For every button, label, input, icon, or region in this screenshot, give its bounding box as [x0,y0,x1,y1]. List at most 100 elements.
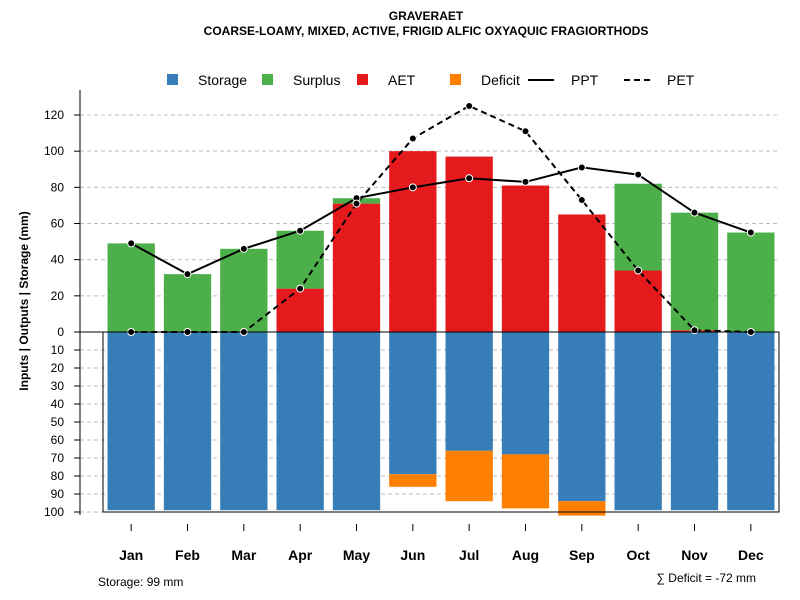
ppt-line [130,166,752,276]
month-label-jun: Jun [400,547,425,563]
surplus-bar-nov [670,212,719,331]
y-tick-label-bottom-50: 50 [51,415,65,429]
chart-subtitle: COARSE-LOAMY, MIXED, ACTIVE, FRIGID ALFI… [204,24,649,38]
y-tick-label-bottom-10: 10 [51,343,65,357]
deficit-bar-jun [389,474,437,487]
ppt-point-feb [183,270,192,279]
storage-bar-aug [501,332,550,455]
month-label-jul: Jul [459,547,479,563]
ppt-point-apr [296,226,305,235]
legend-label-pet: PET [667,72,695,88]
month-label-sep: Sep [569,547,595,563]
pet-point-jul [465,101,474,110]
y-tick-label-top-40: 40 [51,253,65,267]
storage-bar-jun [389,332,437,475]
bars [107,151,775,516]
surplus-bar-apr [276,230,324,289]
surplus-bar-dec [727,232,775,332]
surplus-bar-jan [107,243,155,332]
month-label-jan: Jan [119,547,143,563]
surplus-bar-oct [614,183,662,271]
legend-swatch-aet [357,74,368,85]
storage-bar-oct [614,332,662,511]
month-label-nov: Nov [681,547,708,563]
y-tick-label-bottom-70: 70 [51,451,65,465]
deficit-footnote: ∑ Deficit = -72 mm [656,571,756,585]
y-tick-label-top-0: 0 [57,325,64,339]
y-tick-label-bottom-40: 40 [51,397,65,411]
y-tick-label-top-20: 20 [51,289,65,303]
storage-footnote: Storage: 99 mm [98,575,183,589]
y-tick-label-bottom-90: 90 [51,487,65,501]
aet-bar-aug [501,185,550,332]
month-label-mar: Mar [231,547,256,563]
ppt-point-nov [690,208,699,217]
legend-label-aet: AET [388,72,416,88]
pet-point-nov [690,326,699,335]
month-label-aug: Aug [512,547,539,563]
aet-bar-sep [558,214,606,332]
ppt-point-oct [634,170,643,179]
ppt-point-aug [521,177,530,186]
ppt-point-mar [239,244,248,253]
storage-bar-nov [670,332,719,511]
storage-bar-sep [558,332,606,502]
month-label-feb: Feb [175,547,200,563]
ppt-point-dec [746,228,755,237]
deficit-bar-aug [501,454,550,509]
month-label-oct: Oct [626,547,650,563]
legend-label-storage: Storage [198,72,247,88]
month-label-dec: Dec [738,547,764,563]
ppt-point-sep [577,163,586,172]
y-axis-label: Inputs | Outputs | Storage (mm) [17,211,31,390]
ppt-point-jul [465,174,474,183]
y-tick-label-top-120: 120 [44,108,64,122]
y-tick-label-bottom-60: 60 [51,433,65,447]
legend-swatch-deficit [450,74,461,85]
pet-point-sep [577,195,586,204]
month-label-apr: Apr [288,547,313,563]
axes [79,90,779,515]
legend-label-ppt: PPT [571,72,599,88]
y-tick-label-bottom-80: 80 [51,469,65,483]
deficit-bar-sep [558,501,606,516]
y-tick-label-top-100: 100 [44,144,64,158]
storage-bar-dec [727,332,775,511]
month-label-may: May [343,547,370,563]
storage-bar-apr [276,332,324,511]
storage-bar-may [332,332,381,511]
storage-bar-feb [163,332,212,511]
y-tick-label-top-80: 80 [51,180,65,194]
aet-bar-apr [276,288,324,332]
pet-point-may [352,199,361,208]
x-ticks: Jan Feb Mar Apr May Jun Jul Aug Sep Oct Nov Dec [119,524,764,563]
legend-label-surplus: Surplus [293,72,340,88]
legend-swatch-surplus [262,74,273,85]
aet-bar-may [332,203,381,332]
storage-bar-mar [220,332,268,511]
ppt-point-jan [127,239,136,248]
y-tick-label-top-60: 60 [51,217,65,231]
pet-point-aug [521,127,530,136]
surplus-bar-mar [220,248,268,332]
legend-label-deficit: Deficit [481,72,520,88]
aet-bar-jun [389,151,437,332]
aet-bar-oct [614,270,662,332]
aet-bar-jul [445,156,493,332]
storage-bar-jan [107,332,155,511]
deficit-bar-jul [445,450,493,502]
y-ticks: 0 20 40 60 80 100 120 10 20 30 40 50 60 70 80 90 100 [44,108,80,519]
y-tick-label-bottom-30: 30 [51,379,65,393]
y-tick-label-bottom-100: 100 [44,505,64,519]
ppt-point-jun [408,183,417,192]
pet-point-apr [296,284,305,293]
surplus-bar-feb [163,274,212,332]
legend: Storage Surplus AET Deficit PPT PET [167,72,695,88]
y-tick-label-bottom-20: 20 [51,361,65,375]
legend-swatch-storage [167,74,178,85]
storage-bar-jul [445,332,493,451]
chart-title: GRAVERAET [389,9,464,23]
pet-point-oct [634,266,643,275]
pet-point-jun [408,134,417,143]
